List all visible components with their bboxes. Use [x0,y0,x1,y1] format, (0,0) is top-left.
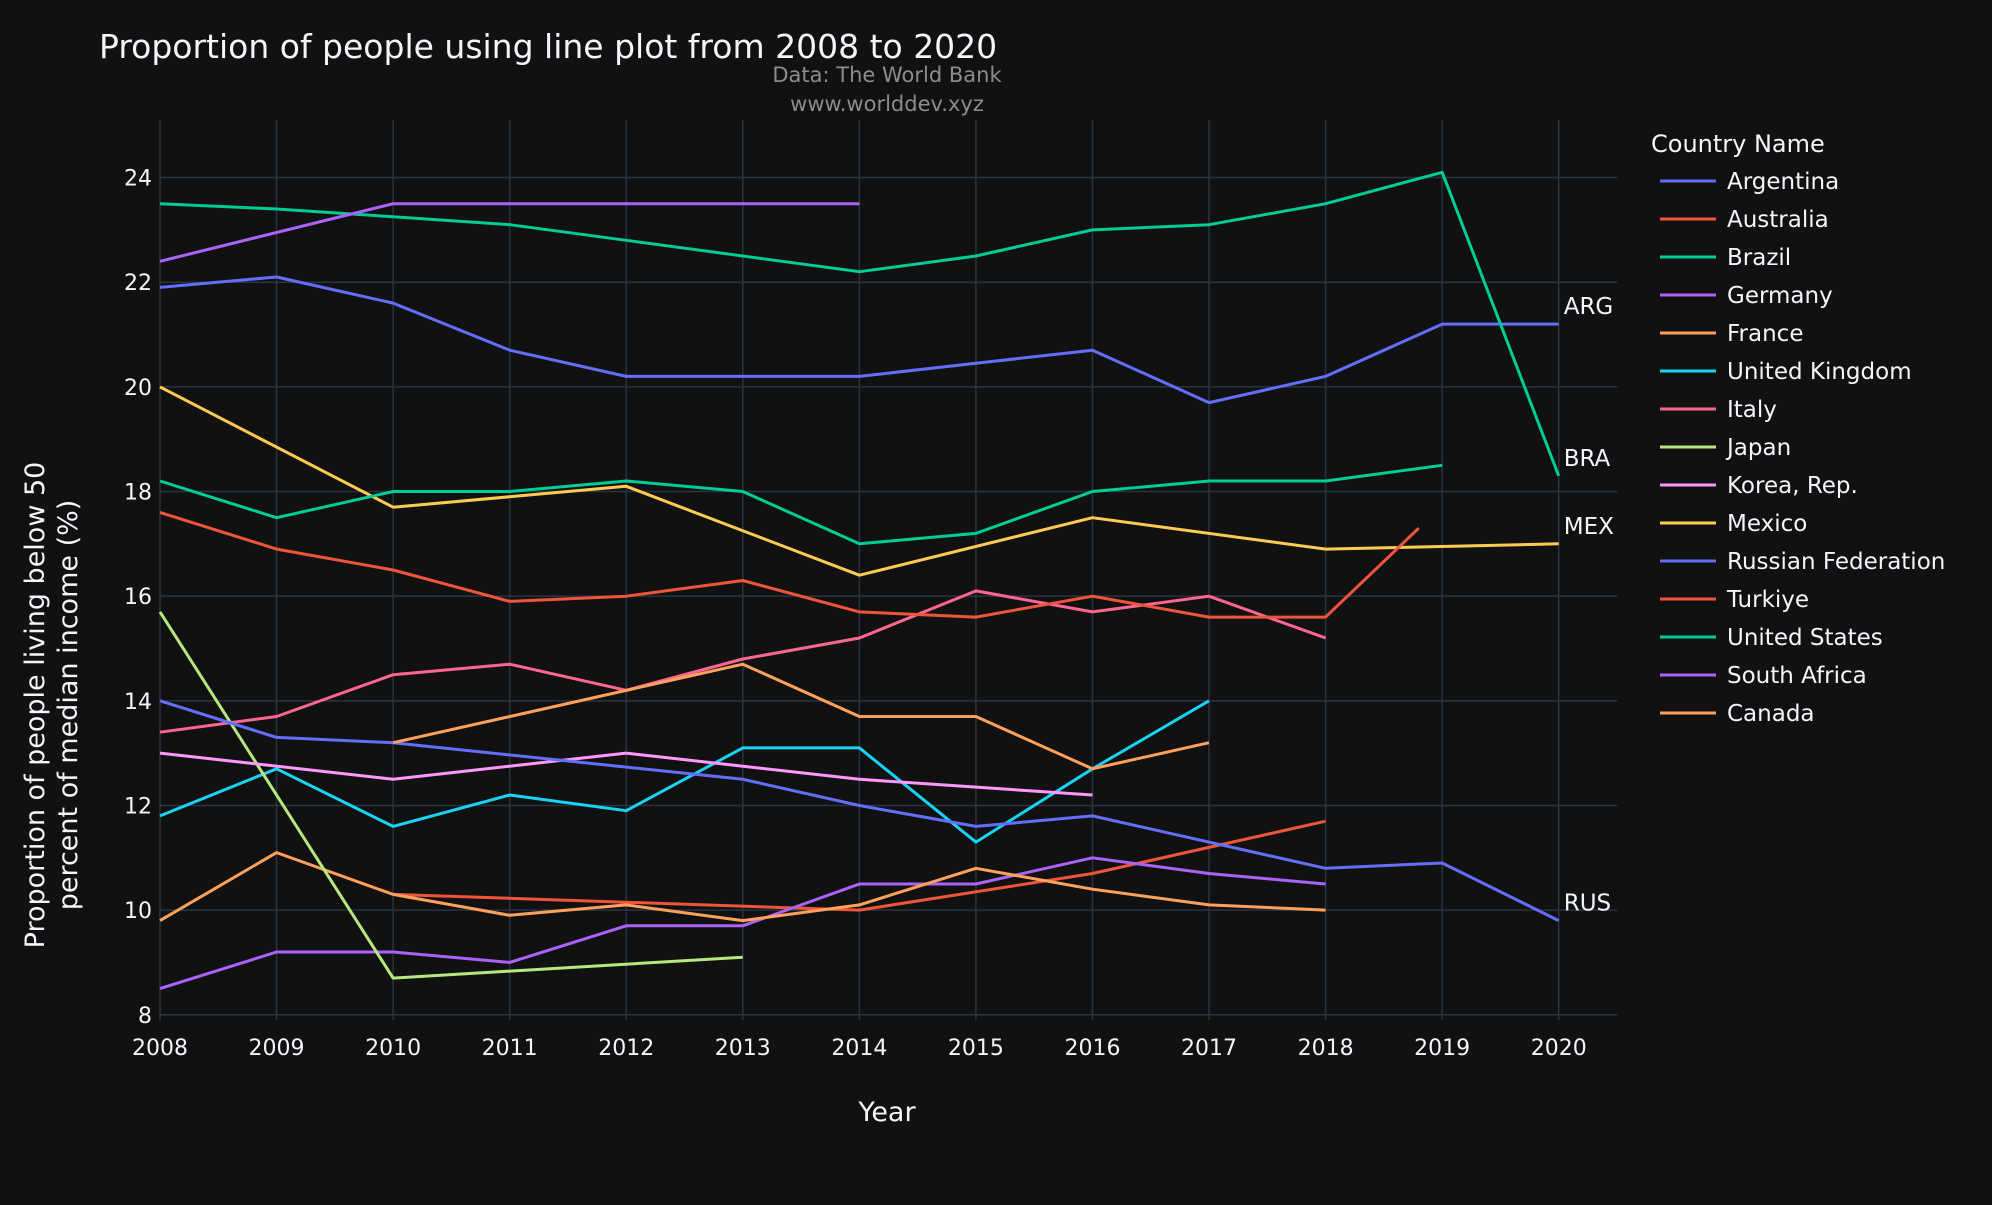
legend-item-russian-federation: Russian Federation [1660,549,1945,575]
legend-label-japan: Japan [1725,435,1791,461]
y-axis-label: Proportion of people living below 50 per… [20,462,84,949]
chart-subtitle-line-1: Data: The World Bank [772,63,1002,87]
legend-item-korea-rep: Korea, Rep. [1660,473,1858,499]
end-label-russian-federation: RUS [1564,891,1611,917]
y-tick-label-18: 18 [124,481,152,506]
x-tick-label-2018: 2018 [1298,1036,1354,1061]
series-lines [158,170,1561,991]
legend-label-brazil: Brazil [1727,245,1791,271]
x-tick-label-2015: 2015 [948,1036,1004,1061]
legend-label-mexico: Mexico [1727,511,1807,537]
legend-label-russian-federation: Russian Federation [1727,549,1945,575]
series-line-australia [393,819,1326,912]
y-tick-label-24: 24 [124,167,152,192]
y-tick-label-8: 8 [138,1004,152,1029]
y-tick-label-16: 16 [124,585,152,610]
end-label-argentina: ARG [1564,294,1614,320]
legend-item-united-kingdom: United Kingdom [1660,359,1912,385]
legend-label-argentina: Argentina [1727,169,1839,195]
legend-title: Country Name [1651,130,1825,158]
grid [159,120,1617,1020]
x-tick-label-2020: 2020 [1531,1036,1587,1061]
end-label-mexico: MEX [1564,514,1614,540]
y-tick-label-10: 10 [124,899,152,924]
series-line-united-states [159,463,1443,546]
series-line-turkiye [159,510,1420,619]
legend-label-united-states: United States [1727,625,1883,651]
legend-item-brazil: Brazil [1660,245,1791,271]
series-line-japan [158,611,743,980]
legend-item-germany: Germany [1660,283,1833,309]
series-line-germany [159,856,1326,991]
x-tick-label-2014: 2014 [831,1036,887,1061]
x-tick-label-2016: 2016 [1064,1036,1120,1061]
series-line-brazil [159,170,1561,477]
y-tick-label-20: 20 [124,376,152,401]
legend: Country Name Argentina Australia Brazil Ger… [1651,130,1945,727]
legend-item-france: France [1660,321,1803,347]
legend-item-mexico: Mexico [1660,511,1807,537]
end-label-brazil: BRA [1564,446,1611,472]
chart-subtitle-line-2: www.worlddev.xyz [790,92,984,116]
legend-item-italy: Italy [1660,397,1777,423]
x-tick-label-2019: 2019 [1414,1036,1470,1061]
legend-item-south-africa: South Africa [1660,663,1867,689]
legend-label-france: France [1727,321,1803,347]
y-axis-label-line-1: Proportion of people living below 50 [20,462,51,949]
series-line-argentina [159,275,1559,405]
x-tick-label-2013: 2013 [715,1036,771,1061]
series-line-canada [392,662,1210,771]
legend-item-turkiye: Turkiye [1660,587,1809,613]
legend-items: Argentina Australia Brazil Germany France Uni… [1660,169,1945,727]
series-line-south-africa [159,202,860,263]
legend-label-germany: Germany [1727,283,1833,309]
legend-label-united-kingdom: United Kingdom [1727,359,1912,385]
y-tick-label-12: 12 [124,794,152,819]
x-tick-label-2010: 2010 [365,1036,421,1061]
series-line-italy [159,589,1327,734]
series-line-russian-federation [159,699,1560,922]
x-tick-label-2009: 2009 [249,1036,305,1061]
axis-ticks: 2008 2009 2010 2011 2012 2013 2014 2015 2016 2017… [124,167,1587,1061]
series-line-france [159,851,1326,923]
legend-label-canada: Canada [1727,701,1815,727]
chart-title: Proportion of people using line plot fro… [99,27,997,66]
series-line-korea-rep [159,751,1093,797]
x-tick-label-2008: 2008 [132,1036,188,1061]
legend-item-australia: Australia [1660,207,1829,233]
series-line-mexico [159,385,1559,577]
x-tick-label-2012: 2012 [598,1036,654,1061]
x-axis-label: Year [857,1097,916,1128]
legend-label-australia: Australia [1727,207,1829,233]
y-axis-label-line-2: percent of median income (%) [53,500,84,911]
legend-item-canada: Canada [1660,701,1815,727]
y-tick-label-22: 22 [124,271,152,296]
legend-label-turkiye: Turkiye [1726,587,1809,613]
end-labels: ARG BRA MEX RUS [1564,294,1614,917]
x-tick-label-2017: 2017 [1181,1036,1237,1061]
legend-label-italy: Italy [1727,397,1777,423]
legend-label-south-africa: South Africa [1727,663,1867,689]
y-tick-label-14: 14 [124,690,152,715]
legend-item-united-states: United States [1660,625,1883,651]
legend-label-korea-rep: Korea, Rep. [1727,473,1858,499]
legend-item-japan: Japan [1660,435,1791,461]
legend-item-argentina: Argentina [1660,169,1839,195]
series-line-united-kingdom [159,699,1210,844]
x-tick-label-2011: 2011 [482,1036,538,1061]
